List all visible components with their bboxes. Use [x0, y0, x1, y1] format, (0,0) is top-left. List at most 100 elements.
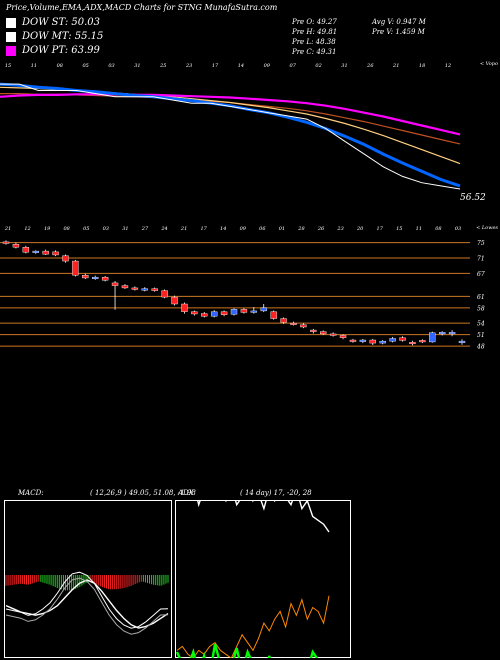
legend-label-pt: DOW PT: 63.99	[22, 45, 100, 56]
candle-body	[141, 288, 148, 291]
adx-group	[175, 500, 330, 658]
ema-tick-label: 02	[315, 63, 321, 69]
candle-body	[458, 340, 466, 343]
candle-body	[419, 340, 426, 343]
candle-body	[220, 311, 228, 315]
level-label: 54	[477, 321, 485, 328]
ema-line-price	[0, 83, 461, 190]
candle-body	[2, 241, 10, 244]
candle-top-right-label: < Lowes	[476, 225, 498, 231]
candle-body	[82, 275, 89, 279]
ema-top-ticks: 15 11 08 05 03 31 25 23 17 14 09 07 02 31 26 21 18 12	[5, 63, 451, 69]
candle-body	[22, 247, 30, 253]
candle-body	[52, 251, 59, 256]
ema-tick-label: 23	[185, 63, 192, 69]
candle-body	[389, 338, 396, 342]
ema-line-ema_mid	[0, 86, 461, 165]
candle-body	[359, 339, 367, 342]
ema-tick-label: 31	[134, 63, 140, 69]
ema-tick-label: 07	[290, 63, 297, 69]
candle-tick-label: 08	[435, 226, 441, 232]
candle-body	[42, 250, 49, 255]
adx-label: ADX	[178, 489, 194, 497]
macd-group	[5, 571, 169, 635]
ema-tick-label: 18	[419, 63, 425, 69]
candle-body	[310, 329, 317, 332]
stat-prev-open: Pre O: 49.27	[292, 18, 337, 26]
ema-tick-label: 12	[445, 63, 451, 69]
candle-tick-label: 01	[279, 226, 285, 232]
candle-body	[448, 332, 456, 335]
candle-tick-label: 17	[200, 226, 207, 232]
macd-line-upper	[5, 571, 169, 629]
level-label: 71	[477, 256, 485, 263]
candle-body	[72, 260, 79, 276]
candle-tick-label: 28	[297, 226, 304, 232]
macd-line	[5, 577, 169, 635]
candle-body	[151, 288, 158, 291]
candle-body	[260, 307, 267, 312]
candle-tick-label: 27	[141, 226, 149, 232]
candle-body	[270, 311, 277, 319]
candle-body	[171, 296, 178, 305]
ema-tick-label: 05	[82, 63, 88, 69]
candle-body	[201, 313, 208, 317]
candle-body	[438, 332, 446, 335]
ema-price-label: 56.52	[460, 193, 486, 203]
candle-body	[329, 333, 337, 336]
candle-body	[32, 250, 39, 253]
level-label: 51	[477, 332, 485, 339]
candle-body	[399, 337, 406, 341]
candle-body	[111, 282, 119, 286]
candle-tick-label: 21	[4, 226, 11, 232]
level-label: 58	[477, 305, 485, 312]
candle-top-ticks: 21 12 19 08 05 03 31 27 24 21 17 14 09 06 01 28 26 23 20 17…	[4, 226, 461, 232]
macd-values: ( 12,26,9 ) 49.05, 51.08, -1.98	[90, 489, 196, 497]
ema-tick-label: 03	[108, 63, 114, 69]
candle-tick-label: 03	[455, 226, 461, 232]
stat-avg-volume: Avg V: 0.947 M	[372, 18, 426, 26]
candle-tick-label: 24	[160, 226, 167, 232]
candle-tick-label: 21	[180, 226, 187, 232]
ema-lines	[0, 82, 461, 190]
candle-tick-label: 15	[396, 226, 402, 232]
candle-body	[240, 309, 248, 313]
level-label: 75	[477, 240, 485, 247]
candle-body	[379, 340, 386, 344]
legend-dow-st: DOW ST: 50.03	[6, 17, 100, 28]
stat-prev-low: Pre L: 48.38	[292, 38, 336, 46]
candle-body	[92, 276, 99, 279]
ema-chart: 15 11 08 05 03 31 25 23 17 14 09 07 02 31 26 21 18 12 < V…	[0, 61, 498, 203]
candle-body	[161, 290, 168, 298]
adx-chart	[175, 500, 351, 658]
adx-values: ( 14 day) 17, -20, 28	[240, 489, 312, 497]
chart-title: Price,Volume,EMA,ADX,MACD Charts for STN…	[6, 3, 278, 12]
ema-tick-label: 15	[5, 63, 11, 69]
candle-body	[181, 303, 188, 312]
candle-body	[230, 309, 238, 315]
adx-minus-di-line	[176, 500, 330, 533]
candle-body	[369, 339, 376, 344]
candle-bars	[2, 240, 466, 346]
candle-body	[339, 335, 347, 338]
stat-prev-high: Pre H: 49.81	[292, 28, 338, 36]
candle-body	[131, 287, 139, 290]
candle-tick-label: 06	[259, 226, 266, 232]
candle-tick-label: 26	[317, 226, 325, 232]
candle-body	[290, 322, 297, 325]
candle-body	[300, 324, 307, 328]
candle-body	[320, 331, 327, 335]
candle-tick-label: 17	[377, 226, 384, 232]
candle-body	[62, 255, 69, 262]
legend-label-st: DOW ST: 50.03	[22, 17, 101, 28]
legend-label-mt: DOW MT: 55.15	[22, 31, 104, 42]
legend-swatch-mt	[6, 31, 16, 42]
adx-frame	[175, 500, 351, 658]
ema-tick-label: 09	[264, 63, 271, 69]
ema-tick-label: 31	[341, 63, 347, 69]
legend-dow-mt: DOW MT: 55.15	[6, 31, 103, 42]
candle-tick-label: 14	[220, 226, 226, 232]
candle-body	[280, 318, 287, 323]
candle-body	[210, 311, 218, 317]
candle-body	[121, 285, 129, 289]
